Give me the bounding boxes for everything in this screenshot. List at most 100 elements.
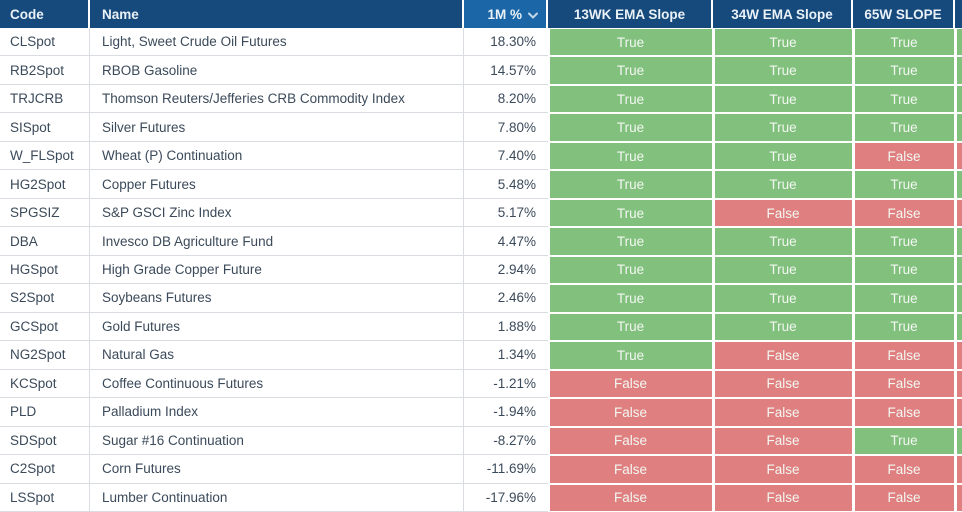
overflow-slope-cell-wrap [955, 28, 962, 56]
table-row[interactable]: PLD Palladium Index -1.94% False False False [0, 398, 962, 427]
overflow-slope-cell [956, 427, 962, 455]
slope-13wk-cell-wrap: True [548, 341, 713, 369]
slope-34w-cell: True [714, 57, 852, 84]
column-header-1m-pct[interactable]: 1M % [464, 0, 548, 28]
slope-34w-cell-wrap: True [713, 284, 853, 312]
code-cell: KCSpot [0, 369, 90, 399]
table-row[interactable]: DBA Invesco DB Agriculture Fund 4.47% True T… [0, 227, 962, 256]
table-row[interactable]: HG2Spot Copper Futures 5.48% True True True [0, 170, 962, 199]
slope-34w-cell-wrap: False [713, 398, 853, 426]
name-cell: Palladium Index [90, 398, 464, 427]
slope-34w-cell-wrap: False [713, 370, 853, 398]
pct-cell: 1.88% [464, 312, 548, 342]
slope-13wk-cell: True [549, 142, 712, 170]
table-row[interactable]: TRJCRB Thomson Reuters/Jefferies CRB Comm… [0, 84, 962, 114]
name-cell: Lumber Continuation [90, 483, 464, 512]
slope-65w-cell-wrap: True [853, 427, 955, 455]
overflow-slope-cell-wrap [955, 142, 962, 170]
table-row[interactable]: C2Spot Corn Futures -11.69% False False False [0, 455, 962, 484]
pct-cell: 2.94% [464, 255, 548, 285]
slope-65w-cell-wrap: True [853, 313, 955, 341]
overflow-slope-cell [956, 171, 962, 198]
slope-34w-cell-wrap: True [713, 85, 853, 113]
slope-34w-cell: True [714, 142, 852, 170]
column-header-34w-ema-slope[interactable]: 34W EMA Slope [713, 0, 853, 28]
column-header-code[interactable]: Code [0, 0, 90, 28]
overflow-slope-cell-wrap [955, 370, 962, 398]
overflow-slope-cell-wrap [955, 199, 962, 227]
overflow-slope-cell-wrap [955, 455, 962, 483]
slope-65w-cell-wrap: True [853, 170, 955, 198]
slope-13wk-cell: True [549, 171, 712, 198]
table-row[interactable]: S2Spot Soybeans Futures 2.46% True True True [0, 284, 962, 313]
pct-cell: -11.69% [464, 455, 548, 484]
table-row[interactable]: RB2Spot RBOB Gasoline 14.57% True True True [0, 56, 962, 85]
slope-34w-cell-wrap: False [713, 341, 853, 369]
slope-13wk-cell: True [549, 256, 712, 284]
slope-13wk-cell: True [549, 85, 712, 113]
pct-cell: 7.80% [464, 113, 548, 142]
table-row[interactable]: HGSpot High Grade Copper Future 2.94% True T… [0, 255, 962, 285]
slope-65w-cell-wrap: False [853, 455, 955, 483]
column-header-65w-slope[interactable]: 65W SLOPE [853, 0, 955, 28]
column-header-34w-label: 34W EMA Slope [731, 6, 833, 22]
slope-65w-cell-wrap: False [853, 398, 955, 426]
pct-cell: 5.48% [464, 170, 548, 199]
slope-13wk-cell-wrap: True [548, 28, 713, 56]
slope-65w-cell: True [854, 313, 954, 341]
table-header-row: Code Name 1M % 13WK EMA Slope 34W EMA Sl… [0, 0, 962, 28]
slope-65w-cell-wrap: True [853, 256, 955, 284]
table-row[interactable]: SPGSIZ S&P GSCI Zinc Index 5.17% True False F… [0, 198, 962, 228]
slope-34w-cell: True [714, 85, 852, 113]
table-row[interactable]: CLSpot Light, Sweet Crude Oil Futures 18.3… [0, 28, 962, 57]
overflow-slope-cell [956, 199, 962, 227]
slope-65w-cell: False [854, 199, 954, 227]
pct-cell: -17.96% [464, 483, 548, 512]
column-header-65w-label: 65W SLOPE [864, 6, 942, 22]
slope-13wk-cell-wrap: False [548, 398, 713, 426]
slope-65w-cell: False [854, 342, 954, 369]
slope-34w-cell: True [714, 114, 852, 141]
slope-65w-cell: True [854, 228, 954, 255]
slope-65w-cell-wrap: False [853, 341, 955, 369]
overflow-slope-cell-wrap [955, 85, 962, 113]
slope-34w-cell: False [714, 456, 852, 483]
slope-34w-cell-wrap: True [713, 28, 853, 56]
name-cell: Invesco DB Agriculture Fund [90, 227, 464, 256]
slope-34w-cell-wrap: True [713, 227, 853, 255]
column-header-13wk-ema-slope[interactable]: 13WK EMA Slope [548, 0, 713, 28]
slope-34w-cell: True [714, 313, 852, 341]
overflow-slope-cell-wrap [955, 427, 962, 455]
sort-desc-chevron-down-icon [528, 12, 538, 19]
slope-34w-cell-wrap: True [713, 256, 853, 284]
slope-34w-cell-wrap: True [713, 56, 853, 84]
name-cell: S&P GSCI Zinc Index [90, 198, 464, 228]
code-cell: PLD [0, 398, 90, 427]
table-row[interactable]: NG2Spot Natural Gas 1.34% True False False [0, 341, 962, 370]
table-row[interactable]: KCSpot Coffee Continuous Futures -1.21% Fal… [0, 369, 962, 399]
slope-34w-cell-wrap: True [713, 142, 853, 170]
slope-65w-cell-wrap: False [853, 199, 955, 227]
slope-65w-cell: False [854, 370, 954, 398]
table-row[interactable]: LSSpot Lumber Continuation -17.96% False Fal… [0, 483, 962, 512]
table-row[interactable]: W_FLSpot Wheat (P) Continuation 7.40% True T… [0, 141, 962, 171]
slope-65w-cell: True [854, 85, 954, 113]
slope-13wk-cell-wrap: False [548, 455, 713, 483]
table-row[interactable]: SDSpot Sugar #16 Continuation -8.27% False F… [0, 426, 962, 456]
slope-34w-cell: True [714, 256, 852, 284]
slope-65w-cell: True [854, 171, 954, 198]
slope-13wk-cell-wrap: True [548, 85, 713, 113]
table-row[interactable]: SISpot Silver Futures 7.80% True True True [0, 113, 962, 142]
pct-cell: 5.17% [464, 198, 548, 228]
slope-34w-cell: False [714, 399, 852, 426]
column-header-name[interactable]: Name [90, 0, 464, 28]
slope-65w-cell: False [854, 456, 954, 483]
column-header-code-label: Code [10, 6, 44, 22]
slope-13wk-cell: True [549, 228, 712, 255]
slope-13wk-cell: False [549, 370, 712, 398]
overflow-slope-cell-wrap [955, 484, 962, 512]
table-row[interactable]: GCSpot Gold Futures 1.88% True True True [0, 312, 962, 342]
slope-13wk-cell: False [549, 399, 712, 426]
code-cell: LSSpot [0, 483, 90, 512]
